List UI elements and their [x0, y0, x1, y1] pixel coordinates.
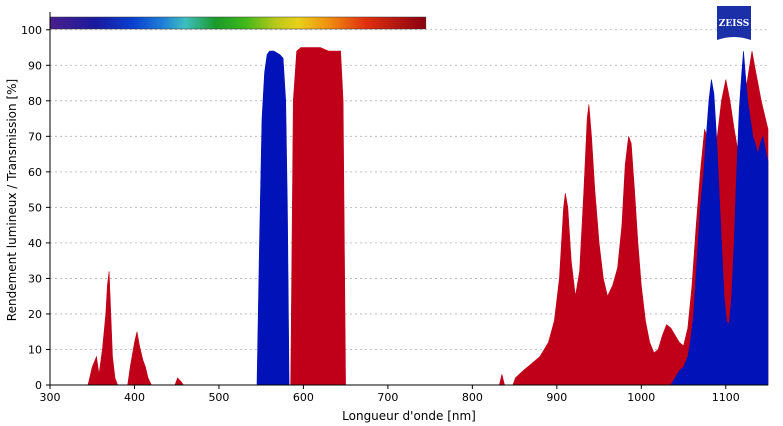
x-tick-labels: 300 400 500 600 700 800 900 1000 1100: [40, 391, 740, 404]
grid-lines: [50, 29, 768, 350]
y-tick-label: 60: [28, 166, 42, 179]
y-tick-label: 10: [28, 343, 42, 356]
y-tick-labels: 0 10 20 30 40 50 60 70 80 90 100: [21, 24, 42, 392]
x-tick-label: 300: [40, 391, 61, 404]
x-tick-label: 400: [124, 391, 145, 404]
y-tick-label: 20: [28, 308, 42, 321]
x-tick-label: 700: [377, 391, 398, 404]
y-tick-label: 80: [28, 95, 42, 108]
axes: [46, 12, 768, 389]
y-tick-label: 100: [21, 24, 42, 37]
y-tick-label: 90: [28, 59, 42, 72]
x-tick-label: 500: [208, 391, 229, 404]
series-area-1: [87, 47, 769, 386]
series-area-2: [256, 50, 769, 386]
y-tick-label: 0: [35, 379, 42, 392]
zeiss-logo: ZEISS: [717, 6, 751, 40]
x-tick-label: 600: [293, 391, 314, 404]
series-areas: [87, 47, 769, 386]
zeiss-logo-shield: [717, 6, 751, 40]
y-axis-label: Rendement lumineux / Transmission [%]: [5, 79, 19, 321]
zeiss-logo-text: ZEISS: [719, 19, 749, 29]
x-tick-label: 1000: [627, 391, 655, 404]
x-tick-label: 900: [546, 391, 567, 404]
spectrum-color-bar: [49, 16, 427, 30]
x-tick-label: 800: [462, 391, 483, 404]
y-tick-label: 40: [28, 237, 42, 250]
y-tick-label: 70: [28, 130, 42, 143]
y-tick-label: 30: [28, 272, 42, 285]
x-tick-label: 1100: [712, 391, 740, 404]
y-tick-label: 50: [28, 201, 42, 214]
x-axis-label: Longueur d'onde [nm]: [342, 409, 476, 423]
